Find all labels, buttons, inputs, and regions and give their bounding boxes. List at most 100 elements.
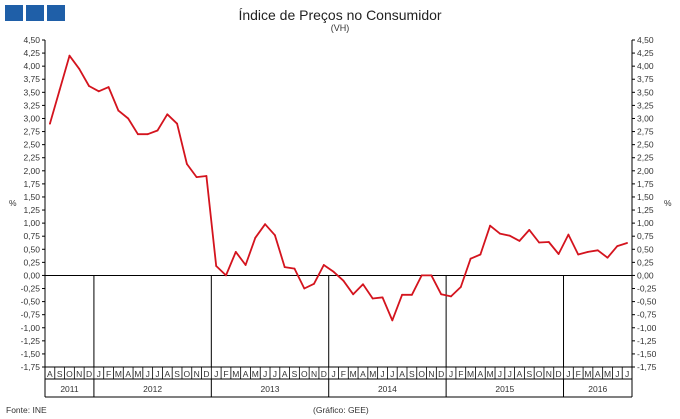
chart-subtitle: (VH): [330, 23, 350, 33]
data-point: [176, 122, 179, 125]
month-label: N: [546, 369, 552, 379]
month-label: A: [164, 369, 170, 379]
month-label: J: [155, 369, 159, 379]
month-label: S: [57, 369, 63, 379]
year-label: 2013: [261, 384, 280, 394]
data-point: [518, 240, 521, 242]
y-tick-label-right: -1,50: [637, 349, 657, 359]
data-point: [626, 242, 628, 244]
month-label: J: [498, 369, 502, 379]
month-label: M: [134, 369, 141, 379]
month-label: D: [86, 369, 92, 379]
y-tick-label-left: -0,25: [21, 284, 41, 294]
data-point: [411, 293, 413, 296]
y-tick-label-left: 0,25: [23, 257, 40, 267]
data-point: [205, 175, 208, 177]
y-tick-label-right: 4,00: [637, 61, 654, 71]
data-point: [499, 232, 501, 235]
logo: [5, 5, 65, 21]
month-label: M: [467, 369, 474, 379]
data-point: [274, 234, 276, 237]
y-tick-label-right: 1,50: [637, 192, 654, 202]
logo-square: [26, 5, 44, 21]
y-tick-label-right: -0,25: [637, 284, 657, 294]
year-label: 2011: [60, 384, 79, 394]
data-point: [283, 266, 286, 268]
month-label: F: [458, 369, 463, 379]
y-tick-label-right: 0,75: [637, 231, 654, 241]
y-tick-label-left: -1,25: [21, 336, 41, 346]
data-point: [596, 249, 599, 252]
y-tick-label-left: 3,75: [23, 74, 40, 84]
y-tick-label-right: 1,25: [637, 205, 654, 215]
y-tick-label-left: 1,00: [23, 218, 40, 228]
data-point: [362, 283, 364, 286]
y-tick-label-right: -0,75: [637, 310, 657, 320]
month-label: J: [380, 369, 384, 379]
y-tick-label-left: 4,00: [23, 61, 40, 71]
month-label: J: [331, 369, 335, 379]
data-point: [557, 253, 560, 255]
month-label: J: [263, 369, 267, 379]
month-label: J: [273, 369, 277, 379]
month-label: F: [341, 369, 346, 379]
data-point: [538, 241, 540, 244]
data-point: [420, 274, 423, 277]
y-tick-label-right: 1,00: [637, 218, 654, 228]
month-label: J: [566, 369, 570, 379]
data-point: [479, 253, 482, 256]
month-label: O: [536, 369, 543, 379]
month-label: D: [203, 369, 209, 379]
month-label: J: [449, 369, 453, 379]
y-tick-label-right: 2,50: [637, 140, 654, 150]
month-label: F: [106, 369, 111, 379]
month-label: A: [360, 369, 366, 379]
data-point: [489, 224, 491, 227]
series-line: [49, 54, 628, 322]
data-point: [401, 293, 403, 296]
data-point: [567, 233, 570, 236]
month-label: M: [584, 369, 591, 379]
y-tick-label-left: 3,25: [23, 100, 40, 110]
y-tick-label-left: 4,50: [23, 35, 40, 45]
month-label: M: [350, 369, 357, 379]
data-point: [459, 286, 462, 288]
chart-title: Índice de Preços no Consumidor: [238, 7, 442, 23]
month-label: J: [214, 369, 218, 379]
month-label: A: [243, 369, 249, 379]
month-label: J: [508, 369, 512, 379]
month-label: O: [184, 369, 191, 379]
month-label: A: [399, 369, 405, 379]
month-label: J: [390, 369, 394, 379]
month-label: N: [76, 369, 82, 379]
year-label: 2015: [495, 384, 514, 394]
y-axis-title-left: %: [9, 198, 17, 208]
month-label: N: [194, 369, 200, 379]
data-point: [156, 129, 159, 132]
month-label: M: [232, 369, 239, 379]
y-tick-label-right: 0,25: [637, 257, 654, 267]
month-label: O: [301, 369, 308, 379]
y-tick-label-right: -1,00: [637, 323, 657, 333]
data-point: [225, 274, 227, 277]
data-point: [97, 90, 100, 93]
month-label: S: [292, 369, 298, 379]
data-point: [49, 122, 51, 125]
data-point: [88, 85, 90, 87]
y-tick-label-right: 4,50: [637, 35, 654, 45]
y-axis-title-right: %: [664, 198, 672, 208]
y-tick-label-right: 3,00: [637, 113, 654, 123]
source-note: Fonte: INE: [6, 405, 47, 415]
data-point: [577, 253, 580, 256]
y-tick-label-left: 1,25: [23, 205, 40, 215]
data-point: [186, 163, 188, 165]
data-point: [616, 245, 619, 248]
data-point: [303, 287, 306, 290]
data-point: [78, 67, 81, 70]
y-tick-label-right: 2,75: [637, 127, 654, 137]
month-label: M: [369, 369, 376, 379]
y-tick-label-right: 2,00: [637, 166, 654, 176]
month-label: M: [252, 369, 259, 379]
data-point: [342, 279, 345, 282]
y-tick-label-right: 3,75: [637, 74, 654, 84]
